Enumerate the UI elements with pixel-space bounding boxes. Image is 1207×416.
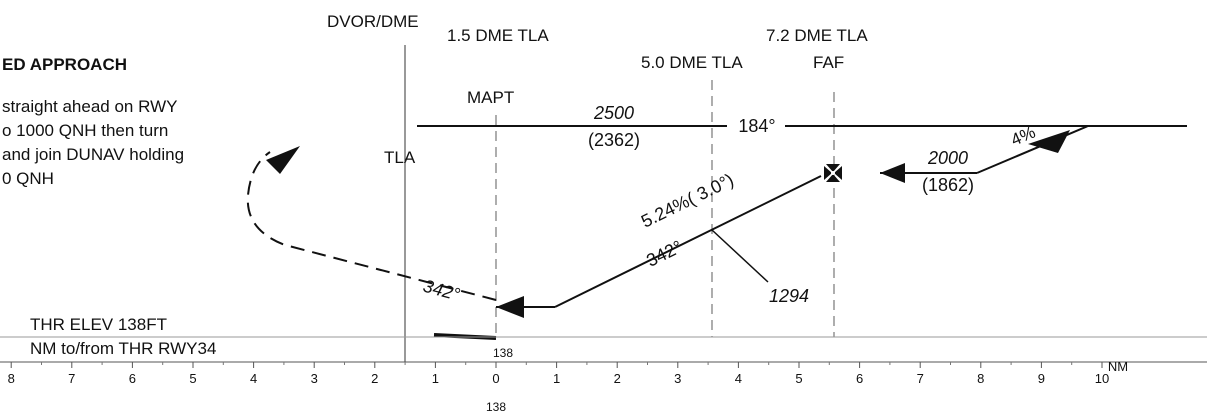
- arrowhead-icon: [496, 296, 524, 318]
- missed-approach-path: [246, 151, 497, 301]
- descent-gradient: 5.24%( 3.0°): [638, 170, 737, 232]
- final-descent-line: [554, 175, 822, 308]
- scale-tick-label: 4: [735, 371, 742, 386]
- scale-tick-label: 3: [674, 371, 681, 386]
- arrowhead-icon: [1028, 130, 1070, 153]
- dme-5-0-label: 5.0 DME TLA: [641, 53, 743, 72]
- scale-tick-label: 2: [614, 371, 621, 386]
- scale-tick-label: 6: [129, 371, 136, 386]
- dme-7-2-label: 7.2 DME TLA: [766, 26, 868, 45]
- missed-approach-line-4: 0 QNH: [2, 169, 54, 188]
- distance-label: NM to/from THR RWY34: [30, 339, 216, 358]
- scale-tick-label: 5: [189, 371, 196, 386]
- scale-below-value: 138: [486, 400, 506, 414]
- mapt-label: MAPT: [467, 88, 514, 107]
- scale-tick-label: 7: [68, 371, 75, 386]
- final-track: 342°: [643, 236, 685, 270]
- thr-elevation-label: THR ELEV 138FT: [30, 315, 167, 334]
- scale-tick-label: 7: [917, 371, 924, 386]
- distance-scale-ticks: 8 7 6 5 4 3 2 1 0 1 2 3 4 5 6 7 8 9 10: [8, 362, 1109, 386]
- arrowhead-icon: [880, 163, 905, 183]
- scale-unit: NM: [1108, 359, 1128, 374]
- scale-tick-label: 1: [432, 371, 439, 386]
- tla-label: TLA: [384, 148, 416, 167]
- scale-tick-label: 8: [977, 371, 984, 386]
- scale-tick-label: 10: [1095, 371, 1109, 386]
- msa-height: (2362): [588, 130, 640, 150]
- scale-tick-label: 3: [311, 371, 318, 386]
- scale-tick-label: 0: [492, 371, 499, 386]
- dme-1-5-label: 1.5 DME TLA: [447, 26, 549, 45]
- scale-tick-label: 5: [795, 371, 802, 386]
- dvor-dme-label: DVOR/DME: [327, 12, 419, 31]
- step-leader-line: [711, 229, 769, 283]
- arrowhead-icon: [266, 146, 300, 174]
- missed-track: 342°: [421, 276, 462, 305]
- scale-tick-label: 1: [553, 371, 560, 386]
- outbound-track: 184°: [738, 116, 775, 136]
- thr-value: 138: [493, 346, 513, 360]
- maltese-cross-icon: [824, 164, 842, 182]
- missed-approach-line-1: straight ahead on RWY: [2, 97, 177, 116]
- faf-height: (1862): [922, 175, 974, 195]
- approach-title: ED APPROACH: [2, 55, 127, 74]
- faf-label: FAF: [813, 53, 844, 72]
- msa-altitude: 2500: [593, 103, 634, 123]
- scale-tick-label: 6: [856, 371, 863, 386]
- intermediate-descent-line: [976, 125, 1089, 174]
- scale-tick-label: 2: [371, 371, 378, 386]
- missed-approach-line-2: o 1000 QNH then turn: [2, 121, 168, 140]
- scale-tick-label: 4: [250, 371, 257, 386]
- missed-approach-line-3: and join DUNAV holding: [2, 145, 184, 164]
- step-altitude: 1294: [769, 286, 809, 306]
- faf-altitude: 2000: [927, 148, 968, 168]
- scale-tick-label: 8: [8, 371, 15, 386]
- scale-tick-label: 9: [1038, 371, 1045, 386]
